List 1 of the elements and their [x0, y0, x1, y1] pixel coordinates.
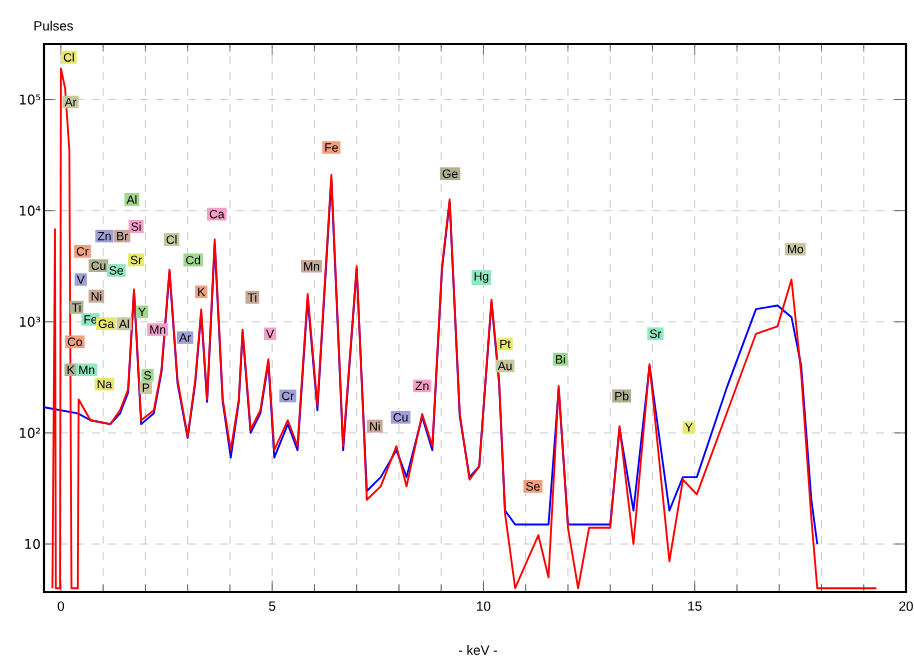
line-series: [51, 67, 878, 590]
